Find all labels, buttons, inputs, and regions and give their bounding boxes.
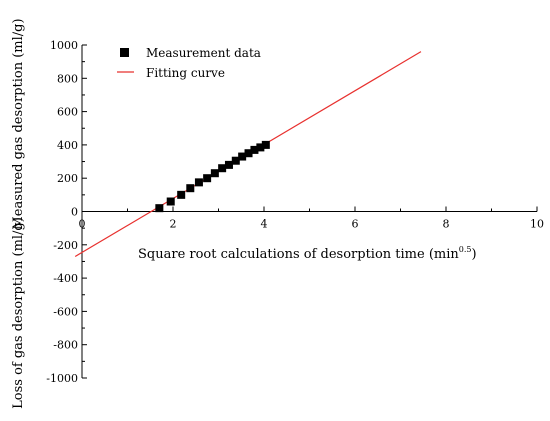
series-layer xyxy=(74,51,422,257)
y-tick-label: 400 xyxy=(57,139,78,152)
measurement-point xyxy=(203,174,212,183)
measurement-point xyxy=(244,149,253,158)
measurement-point xyxy=(250,145,259,154)
measurement-point xyxy=(186,184,195,193)
measurement-point xyxy=(210,169,219,178)
measurement-point xyxy=(218,164,227,173)
x-tick-label: 2 xyxy=(170,218,177,231)
y-tick-label: 1000 xyxy=(50,39,78,52)
y-tick-label: -400 xyxy=(53,272,78,285)
measurement-point xyxy=(261,140,270,149)
y-tick-label: -200 xyxy=(53,239,78,252)
legend-marker-measurement xyxy=(120,48,129,57)
y-tick-label: -600 xyxy=(53,305,78,318)
x-axis-title-main: Square root calculations of desorption t… xyxy=(138,247,459,262)
measurement-point xyxy=(155,204,164,213)
plot-area: 0 2 4 6 8 10 -1000 -800 -600 -400 -200 0 200 400 600 8… xyxy=(46,39,544,385)
x-axis-title-superscript: 0.5 xyxy=(459,245,472,254)
measurement-point xyxy=(224,160,233,169)
y-tick-label: 600 xyxy=(57,106,78,119)
x-tick-label: 10 xyxy=(530,218,544,231)
measurement-point xyxy=(166,197,175,206)
legend-label-fitting: Fitting curve xyxy=(146,66,225,80)
legend: Measurement data Fitting curve xyxy=(117,46,261,80)
measurement-point xyxy=(256,143,265,152)
x-axis: 0246810 xyxy=(79,206,544,231)
x-tick-label: 4 xyxy=(261,218,268,231)
x-tick-label: 6 xyxy=(352,218,359,231)
y-tick-label: 0 xyxy=(71,206,78,219)
x-axis-title: Square root calculations of desorption t… xyxy=(138,245,477,262)
measurement-point xyxy=(177,190,186,199)
y-tick-label: -1000 xyxy=(46,372,78,385)
y-tick-label: 200 xyxy=(57,172,78,185)
measurement-point xyxy=(231,156,240,165)
y-axis-title-top: Measured gas desorption (ml/g) xyxy=(11,18,26,229)
y-tick-label: 800 xyxy=(57,72,78,85)
y-axis-title-bottom: Loss of gas desorption (ml/g) xyxy=(11,217,26,409)
y-tick-label: -800 xyxy=(53,339,78,352)
x-tick-label: 8 xyxy=(443,218,450,231)
y-axis: -1000 -800 -600 -400 -200 0 200 400 600 800 1000 xyxy=(46,39,87,385)
measurement-point xyxy=(238,152,247,161)
legend-label-measurement: Measurement data xyxy=(146,46,261,60)
x-axis-title-end: ) xyxy=(471,247,476,262)
measurement-point xyxy=(194,178,203,187)
